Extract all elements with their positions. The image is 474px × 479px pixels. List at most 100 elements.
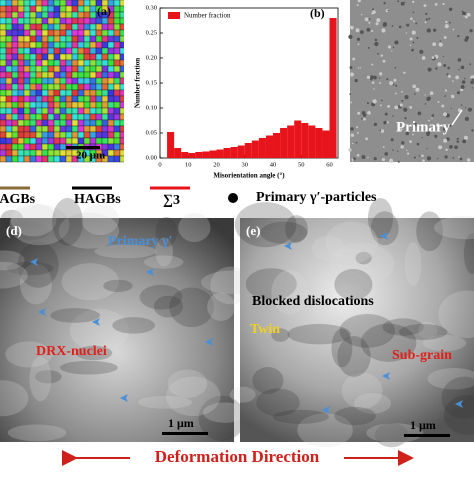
grain [53, 53, 61, 61]
grain [83, 41, 91, 49]
grain [95, 119, 103, 127]
grain [59, 95, 67, 103]
sem-speck [456, 137, 459, 140]
grain [0, 5, 7, 13]
sem-speck [424, 21, 427, 24]
grain-shade [103, 279, 133, 292]
grain-shade [398, 324, 448, 340]
sem-speck [390, 138, 394, 142]
scale-bar [404, 434, 450, 437]
grain [101, 137, 109, 145]
sem-speck [412, 11, 415, 14]
grain [113, 107, 121, 115]
sem-speck [355, 141, 358, 144]
grain [23, 47, 31, 55]
grain-shade [6, 261, 54, 276]
grain [95, 71, 103, 79]
grain [0, 89, 7, 97]
sem-speck [459, 157, 463, 161]
grain [41, 59, 49, 67]
sem-speck [426, 156, 432, 161]
grain [89, 59, 97, 67]
grain [113, 5, 121, 13]
grain [11, 53, 19, 61]
grain-shade [271, 269, 308, 315]
grain-shade [325, 221, 379, 264]
grain [5, 29, 13, 37]
grain [89, 0, 97, 7]
grain [11, 17, 19, 25]
grain [41, 83, 49, 91]
sem-speck [365, 137, 368, 141]
grain [53, 113, 61, 121]
grain-shade [155, 217, 178, 248]
grain [17, 137, 25, 145]
grain [71, 137, 79, 145]
grain [47, 5, 55, 13]
grain-shade [367, 198, 394, 239]
grain-shade [0, 250, 25, 271]
sem-speck [373, 75, 377, 80]
y-tick-label: 0.10 [146, 104, 157, 111]
grain [83, 125, 91, 133]
grain-shade [155, 237, 173, 267]
grain [5, 71, 13, 79]
grain [5, 149, 13, 157]
grain [77, 23, 85, 31]
grain [29, 155, 37, 163]
grain [59, 83, 67, 91]
sem-speck [428, 17, 431, 20]
grain [65, 125, 73, 133]
grain [53, 23, 61, 31]
sem-speck [361, 155, 366, 160]
grain [53, 131, 61, 139]
sem-speck [416, 142, 420, 146]
grain [0, 119, 7, 127]
grain [11, 119, 19, 127]
grain [77, 83, 85, 91]
grain [83, 23, 91, 31]
grain [23, 131, 31, 139]
grain [101, 71, 109, 79]
grain [107, 131, 115, 139]
grain [47, 89, 55, 97]
legend-text: HAGBs [74, 192, 121, 207]
grain [59, 107, 67, 115]
grain [5, 143, 13, 151]
grain [17, 113, 25, 121]
grain [47, 77, 55, 85]
grain [65, 83, 73, 91]
grain [95, 77, 103, 85]
grain [35, 113, 43, 121]
grain [23, 41, 31, 49]
sem-speck [449, 124, 452, 127]
grain-shade [422, 334, 467, 352]
sem-speck [357, 67, 360, 69]
sem-speck [357, 43, 360, 46]
grain [89, 83, 97, 91]
grain-shade [416, 211, 444, 252]
sem-speck [371, 29, 374, 33]
grain-shade [271, 328, 290, 342]
bar [174, 148, 182, 158]
grain [47, 71, 55, 79]
sem-speck [385, 9, 389, 13]
sem-speck [466, 12, 471, 17]
grain [71, 0, 79, 7]
grain [59, 23, 67, 31]
x-tick-label: 10 [185, 161, 192, 168]
grain [107, 149, 115, 157]
panel-label: (b) [310, 6, 325, 20]
sem-speck [418, 155, 421, 157]
grain [107, 17, 115, 25]
grain [107, 71, 115, 79]
grain [17, 95, 25, 103]
label-bg [130, 447, 344, 469]
grain [35, 155, 43, 163]
grain [113, 47, 121, 55]
grain [5, 0, 13, 7]
marker-arrow [322, 406, 330, 414]
sem-speck [436, 157, 439, 160]
grain [107, 89, 115, 97]
sem-speck [447, 74, 451, 78]
